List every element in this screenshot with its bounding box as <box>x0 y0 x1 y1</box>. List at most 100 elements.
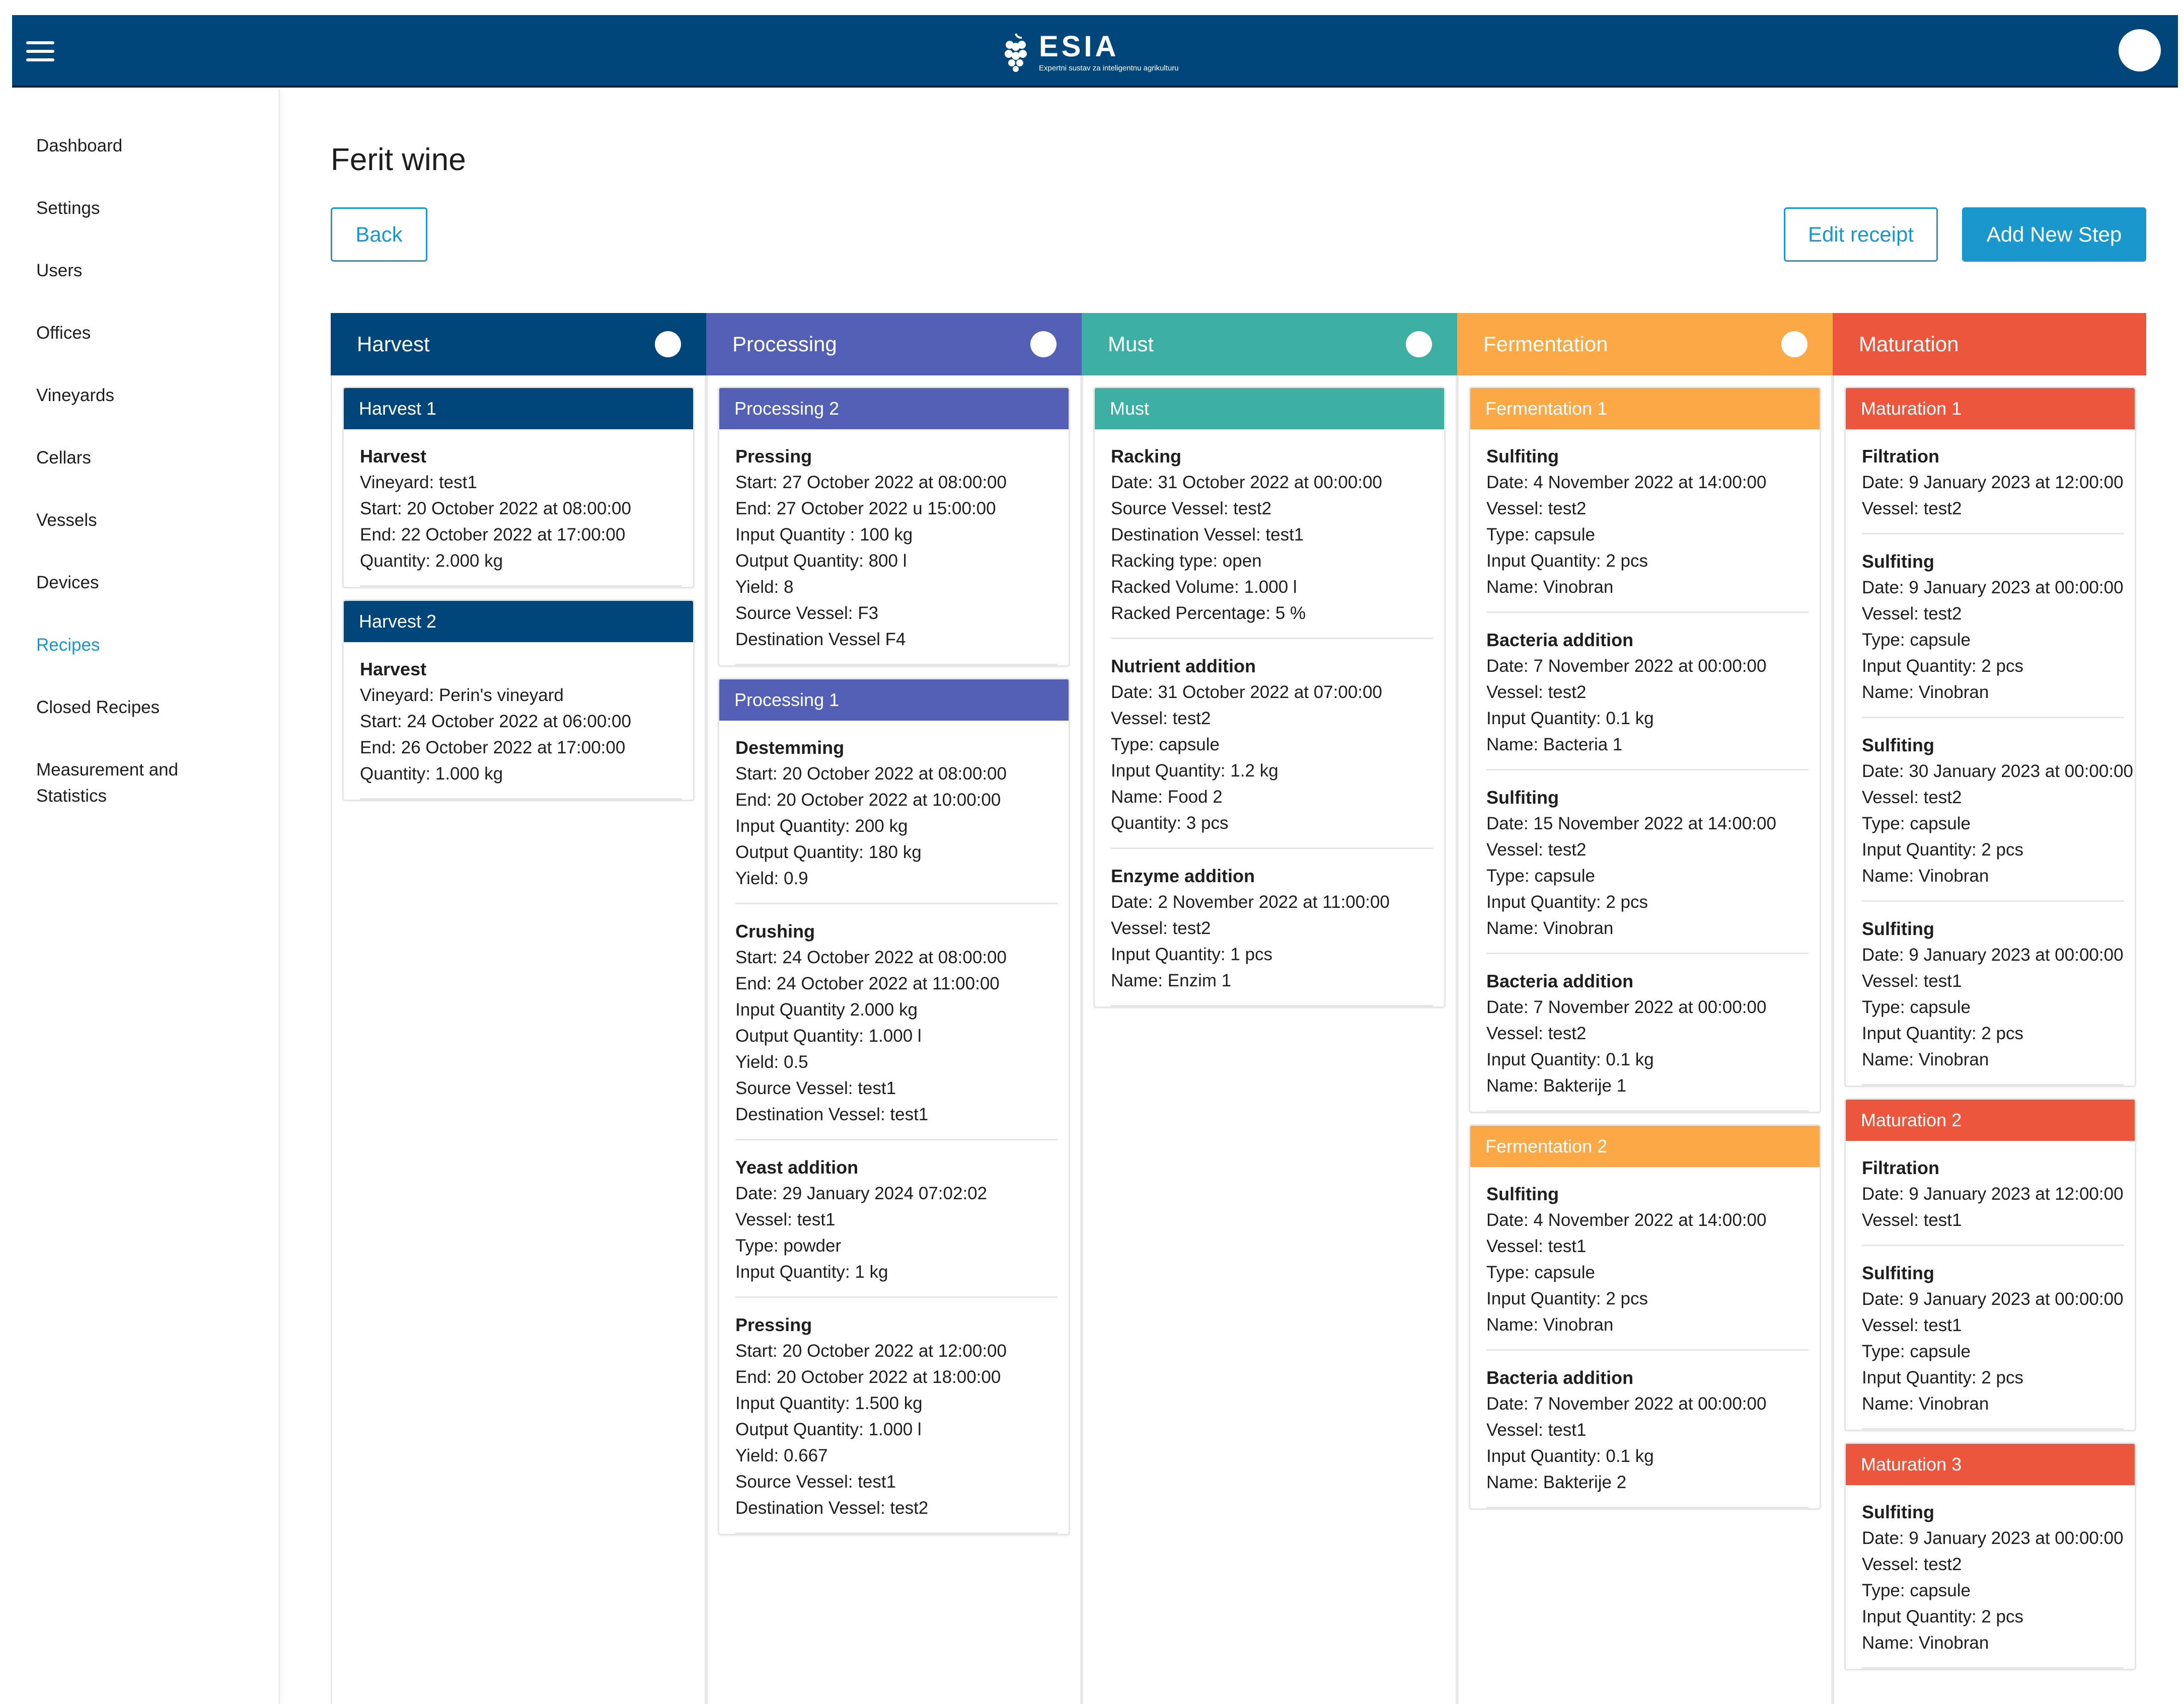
step-group-card: Maturation 3 Sulfiting Date: 9 January 202… <box>1844 1442 2136 1670</box>
sidebar-item-vineyards[interactable]: Vineyards <box>36 385 115 405</box>
sidebar-item-recipes[interactable]: Recipes <box>36 635 100 655</box>
sidebar-item-settings[interactable]: Settings <box>36 198 100 218</box>
edit-receipt-button[interactable]: Edit receipt <box>1784 207 1938 262</box>
step-item[interactable]: Sulfiting Date: 9 January 2023 at 00:00:0… <box>1862 902 2124 1086</box>
step-title: Bacteria addition <box>1486 1367 1634 1388</box>
step-item[interactable]: Sulfiting Date: 4 November 2022 at 14:00:… <box>1486 1167 1809 1351</box>
step-detail: Input Quantity: 0.1 kg <box>1486 1050 1654 1069</box>
step-detail: Type: capsule <box>1862 997 1971 1017</box>
step-title: Filtration <box>1862 1157 1939 1178</box>
step-detail: Start: 20 October 2022 at 08:00:00 <box>735 764 1007 784</box>
step-detail: Racking type: open <box>1111 551 1262 571</box>
sidebar-item-cellars[interactable]: Cellars <box>36 448 91 468</box>
step-item[interactable]: Yeast addition Date: 29 January 2024 07:0… <box>735 1140 1058 1298</box>
step-item[interactable]: Destemming Start: 20 October 2022 at 08:0… <box>735 721 1058 904</box>
column-processing: Processing Processing 2 Pressing Start: 27 … <box>706 313 1082 1704</box>
step-detail: Type: capsule <box>1862 630 1971 650</box>
step-detail: Name: Vinobran <box>1486 918 1614 938</box>
step-item[interactable]: Sulfiting Date: 4 November 2022 at 14:00:… <box>1486 429 1809 613</box>
step-detail: Date: 7 November 2022 at 00:00:00 <box>1486 997 1767 1017</box>
sidebar-item-measurement-and-statistics[interactable]: Measurement and Statistics <box>36 760 179 806</box>
step-item[interactable]: Bacteria addition Date: 7 November 2022 a… <box>1486 954 1809 1112</box>
back-button[interactable]: Back <box>331 207 427 262</box>
step-group-card: Processing 1 Destemming Start: 20 October … <box>718 678 1070 1535</box>
step-item[interactable]: Filtration Date: 9 January 2023 at 12:00:… <box>1862 1141 2124 1246</box>
sidebar-item-offices[interactable]: Offices <box>36 323 91 343</box>
sidebar-item-closed-recipes[interactable]: Closed Recipes <box>36 698 160 717</box>
step-item[interactable]: Bacteria addition Date: 7 November 2022 a… <box>1486 1351 1809 1508</box>
user-avatar-icon[interactable] <box>2119 29 2161 71</box>
column-toggle-icon[interactable] <box>1406 331 1432 357</box>
step-detail: Vessel: test2 <box>1111 709 1211 728</box>
step-title: Sulfiting <box>1486 446 1559 467</box>
sidebar-item-devices[interactable]: Devices <box>36 573 99 592</box>
step-group-card: Maturation 1 Filtration Date: 9 January 20… <box>1844 386 2136 1087</box>
step-detail: Date: 9 January 2023 at 00:00:00 <box>1862 1528 2124 1548</box>
sidebar-item-dashboard[interactable]: Dashboard <box>36 136 123 156</box>
step-group-header[interactable]: Must <box>1095 388 1444 429</box>
step-group-header[interactable]: Processing 2 <box>719 388 1069 429</box>
step-item[interactable]: Racking Date: 31 October 2022 at 00:00:00… <box>1111 429 1433 639</box>
step-group-header[interactable]: Harvest 1 <box>344 388 693 429</box>
column-toggle-icon[interactable] <box>1030 331 1057 357</box>
step-group-header[interactable]: Fermentation 2 <box>1470 1126 1820 1167</box>
step-title: Sulfiting <box>1486 1184 1559 1204</box>
sidebar-item-users[interactable]: Users <box>36 261 83 280</box>
step-title: Sulfiting <box>1862 918 1934 939</box>
step-detail: Destination Vessel: test1 <box>1111 525 1304 545</box>
step-detail: Destination Vessel F4 <box>735 630 906 649</box>
step-detail: Source Vessel: F3 <box>735 603 879 623</box>
step-detail: Yield: 0.667 <box>735 1446 828 1465</box>
app-logo[interactable]: ESIA Expertni sustav za inteligentnu agr… <box>1002 29 1179 74</box>
step-title: Racking <box>1111 446 1182 467</box>
step-detail: Output Quantity: 1.000 l <box>735 1420 922 1439</box>
step-detail: Type: capsule <box>1862 1581 1971 1600</box>
step-detail: Source Vessel: test1 <box>735 1078 896 1098</box>
step-item[interactable]: Pressing Start: 20 October 2022 at 12:00:… <box>735 1298 1058 1534</box>
sidebar-item-vessels[interactable]: Vessels <box>36 510 97 530</box>
step-detail: Input Quantity: 2 pcs <box>1486 1289 1648 1308</box>
column-title: Maturation <box>1859 332 1959 356</box>
step-item[interactable]: Sulfiting Date: 30 January 2023 at 00:00:… <box>1862 718 2133 902</box>
column-toggle-icon[interactable] <box>1781 331 1808 357</box>
step-item[interactable]: Sulfiting Date: 9 January 2023 at 00:00:0… <box>1862 1485 2124 1669</box>
step-item[interactable]: Harvest Vineyard: Perin's vineyard Start: … <box>360 642 682 800</box>
step-detail: Vessel: test1 <box>1862 971 1962 991</box>
step-item[interactable]: Nutrient addition Date: 31 October 2022 a… <box>1111 639 1433 849</box>
sidebar: Dashboard Settings Users Offices Vineyards Ce… <box>0 90 280 1704</box>
step-detail: Input Quantity 2.000 kg <box>735 1000 918 1020</box>
step-detail: Vineyard: test1 <box>360 473 477 492</box>
step-group-header[interactable]: Maturation 2 <box>1846 1100 2135 1141</box>
add-new-step-button[interactable]: Add New Step <box>1962 207 2146 262</box>
step-item[interactable]: Sulfiting Date: 15 November 2022 at 14:00… <box>1486 770 1809 954</box>
step-detail: Vessel: test1 <box>1862 1315 1962 1335</box>
step-detail: Start: 24 October 2022 at 08:00:00 <box>735 948 1007 967</box>
step-detail: Type: capsule <box>1486 1263 1595 1282</box>
step-item[interactable]: Pressing Start: 27 October 2022 at 08:00:… <box>735 429 1058 665</box>
step-detail: Start: 27 October 2022 at 08:00:00 <box>735 473 1007 492</box>
step-detail: Date: 9 January 2023 at 00:00:00 <box>1862 945 2124 965</box>
step-detail: Date: 9 January 2023 at 00:00:00 <box>1862 1289 2124 1309</box>
step-detail: Yield: 0.5 <box>735 1052 808 1072</box>
step-item[interactable]: Crushing Start: 24 October 2022 at 08:00:… <box>735 904 1058 1140</box>
column-toggle-icon[interactable] <box>655 331 681 357</box>
step-group-header[interactable]: Fermentation 1 <box>1470 388 1820 429</box>
step-detail: Type: capsule <box>1486 525 1595 545</box>
brand-tagline: Expertni sustav za inteligentnu agrikult… <box>1039 63 1179 72</box>
step-item[interactable]: Filtration Date: 9 January 2023 at 12:00:… <box>1862 429 2124 534</box>
step-item[interactable]: Sulfiting Date: 9 January 2023 at 00:00:0… <box>1862 534 2124 718</box>
step-detail: End: 20 October 2022 at 10:00:00 <box>735 790 1001 810</box>
step-detail: Name: Vinobran <box>1486 1315 1614 1335</box>
step-item[interactable]: Enzyme addition Date: 2 November 2022 at … <box>1111 849 1433 1006</box>
step-group-header[interactable]: Processing 1 <box>719 679 1069 721</box>
step-group-header[interactable]: Harvest 2 <box>344 601 693 642</box>
step-item[interactable]: Sulfiting Date: 9 January 2023 at 00:00:0… <box>1862 1246 2124 1430</box>
step-item[interactable]: Harvest Vineyard: test1 Start: 20 October … <box>360 429 682 587</box>
step-group-header[interactable]: Maturation 1 <box>1846 388 2135 429</box>
column-fermentation: Fermentation Fermentation 1 Sulfiting Date:… <box>1457 313 1833 1704</box>
step-item[interactable]: Bacteria addition Date: 7 November 2022 a… <box>1486 613 1809 770</box>
hamburger-menu-icon[interactable] <box>26 41 54 61</box>
step-detail: Input Quantity : 100 kg <box>735 525 913 545</box>
column-title: Must <box>1108 332 1154 356</box>
step-group-header[interactable]: Maturation 3 <box>1846 1444 2135 1485</box>
